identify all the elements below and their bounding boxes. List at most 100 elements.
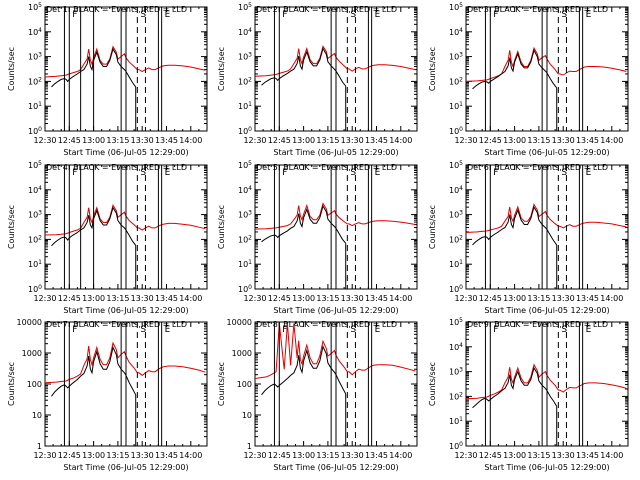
x-tick-label: 14:00	[600, 451, 623, 460]
y-axis-label: Counts/sec	[217, 47, 226, 91]
x-tick-label: 14:00	[179, 294, 202, 303]
y-tick-label: 105	[28, 160, 42, 170]
x-tick-label: 12:30	[243, 136, 266, 145]
x-tick-label: 12:45	[479, 294, 502, 303]
y-tick-label: 103	[238, 210, 252, 220]
x-tick-label: 12:45	[268, 451, 291, 460]
interval-letter: S	[350, 10, 356, 20]
x-tick-label: 14:00	[389, 136, 412, 145]
interval-letter: S	[350, 168, 356, 178]
y-tick-label: 102	[238, 234, 252, 244]
y-tick-label: 1	[247, 442, 252, 451]
x-tick-label: 13:15	[316, 136, 339, 145]
detector-panel-8: Det 8: BLACK = Events, RED = LLD Counts/s…	[217, 318, 418, 472]
x-tick-label: 13:00	[503, 136, 526, 145]
x-tick-label: 13:00	[82, 136, 105, 145]
x-tick-label: 13:45	[155, 294, 178, 303]
y-tick-label: 100	[28, 284, 42, 294]
y-tick-label: 100	[449, 284, 463, 294]
panel-title: Det 4: BLACK = Events, RED = LLD	[46, 163, 187, 172]
y-axis-label: Counts/sec	[7, 47, 16, 91]
x-tick-label: 13:15	[527, 294, 550, 303]
y-tick-label: 1000	[22, 349, 42, 358]
y-tick-label: 101	[449, 259, 463, 269]
x-tick-label: 13:45	[365, 136, 388, 145]
interval-letter: S	[561, 10, 567, 20]
panel-title: Det 2: BLACK = Events, RED = LLD	[256, 5, 397, 14]
interval-letter: E	[586, 10, 592, 20]
x-tick-label: 13:15	[316, 294, 339, 303]
detector-panel-4: Det 4: BLACK = Events, RED = LLD Counts/s…	[7, 160, 208, 315]
panel-title: Det 8: BLACK = Events, RED = LLD	[256, 320, 397, 329]
x-tick-label: 12:30	[454, 136, 477, 145]
interval-letter: S	[561, 168, 567, 178]
y-axis-label: Counts/sec	[217, 362, 226, 406]
x-axis-label: Start Time (06-Jul-05 12:29:00)	[63, 306, 188, 315]
panel-title: Det 1: BLACK = Events, RED = LLD	[46, 5, 187, 14]
y-tick-label: 103	[238, 52, 252, 62]
y-tick-label: 100	[238, 126, 252, 136]
x-tick-label: 13:45	[576, 294, 599, 303]
y-tick-label: 10000	[17, 318, 42, 327]
x-tick-label: 13:00	[503, 451, 526, 460]
x-tick-label: 12:30	[33, 136, 56, 145]
panel-title: Det 9: BLACK = Events, RED = LLD	[467, 320, 608, 329]
y-tick-label: 102	[28, 76, 42, 86]
y-tick-label: 105	[28, 2, 42, 12]
y-tick-label: 102	[449, 391, 463, 401]
x-axis-label: Start Time (06-Jul-05 12:29:00)	[484, 463, 609, 472]
detector-panel-7: Det 7: BLACK = Events, RED = LLD Counts/s…	[7, 318, 208, 472]
detector-panel-3: Det 3: BLACK = Events, RED = LLD Counts/s…	[428, 2, 629, 157]
y-tick-label: 104	[28, 27, 42, 37]
interval-letter: E	[165, 325, 171, 335]
x-tick-label: 13:45	[365, 451, 388, 460]
x-tick-label: 13:00	[292, 294, 315, 303]
x-tick-label: 14:00	[600, 136, 623, 145]
x-tick-label: 13:30	[341, 136, 364, 145]
y-tick-label: 105	[449, 2, 463, 12]
panel-title: Det 6: BLACK = Events, RED = LLD	[467, 163, 608, 172]
y-tick-label: 101	[28, 101, 42, 111]
y-tick-label: 101	[28, 259, 42, 269]
interval-letter: F	[493, 325, 498, 335]
x-tick-label: 12:45	[268, 294, 291, 303]
interval-letter: E	[165, 168, 171, 178]
y-tick-label: 104	[238, 185, 252, 195]
y-tick-label: 103	[449, 52, 463, 62]
y-tick-label: 105	[238, 160, 252, 170]
x-tick-label: 13:30	[552, 136, 575, 145]
x-axis-label: Start Time (06-Jul-05 12:29:00)	[484, 306, 609, 315]
y-tick-label: 100	[28, 126, 42, 136]
detector-panel-5: Det 5: BLACK = Events, RED = LLD Counts/s…	[217, 160, 418, 315]
x-tick-label: 13:30	[341, 294, 364, 303]
y-tick-label: 104	[449, 27, 463, 37]
y-axis-label: Counts/sec	[217, 205, 226, 249]
y-axis-label: Counts/sec	[7, 205, 16, 249]
x-tick-label: 13:45	[576, 451, 599, 460]
y-tick-label: 104	[28, 185, 42, 195]
interval-letter: E	[586, 325, 592, 335]
x-tick-label: 14:00	[179, 136, 202, 145]
detector-panel-6: Det 6: BLACK = Events, RED = LLD Counts/s…	[428, 160, 629, 315]
x-tick-label: 13:00	[82, 294, 105, 303]
detector-panel-1: Det 1: BLACK = Events, RED = LLD Counts/s…	[7, 2, 208, 157]
interval-letter: F	[72, 10, 77, 20]
y-axis-label: Counts/sec	[7, 362, 16, 406]
y-tick-label: 10	[32, 411, 42, 420]
y-tick-label: 103	[449, 210, 463, 220]
x-axis-label: Start Time (06-Jul-05 12:29:00)	[63, 463, 188, 472]
y-tick-label: 100	[449, 126, 463, 136]
x-tick-label: 13:15	[106, 451, 129, 460]
y-tick-label: 102	[449, 76, 463, 86]
x-tick-label: 12:30	[33, 451, 56, 460]
interval-letter: E	[586, 168, 592, 178]
detector-panel-2: Det 2: BLACK = Events, RED = LLD Counts/s…	[217, 2, 418, 157]
x-tick-label: 12:30	[33, 294, 56, 303]
interval-letter: S	[140, 325, 146, 335]
x-tick-label: 13:15	[316, 451, 339, 460]
x-axis-label: Start Time (06-Jul-05 12:29:00)	[484, 148, 609, 157]
y-tick-label: 104	[449, 185, 463, 195]
y-tick-label: 104	[449, 342, 463, 352]
